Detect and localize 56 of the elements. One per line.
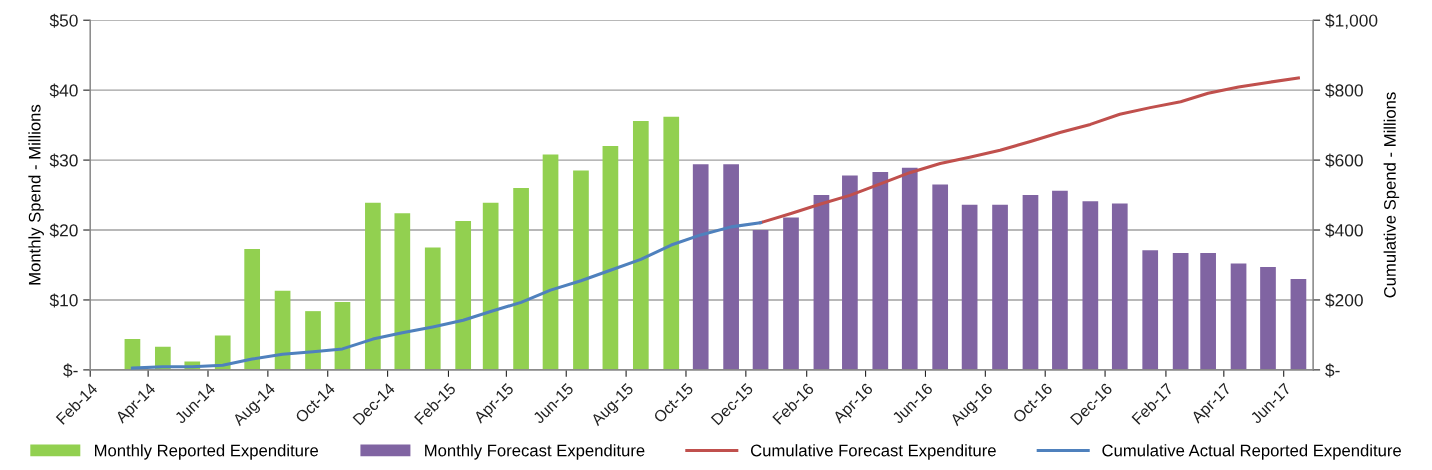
y2-tick-label: $1,000 (1325, 13, 1378, 29)
bar (244, 248, 261, 370)
bar (305, 311, 321, 370)
legend-label: Monthly Forecast Expenditure (425, 444, 645, 460)
y2-tick-label: $200 (1325, 293, 1363, 308)
y2-tick-label: $400 (1325, 223, 1363, 238)
bar (692, 164, 709, 370)
bar (1172, 253, 1189, 370)
bar (783, 217, 799, 370)
bar (663, 116, 680, 370)
bar (1082, 201, 1099, 370)
bar (1142, 250, 1159, 370)
y-axis-title: Monthly Spend - Millions (28, 104, 44, 285)
legend-label: Cumulative Actual Reported Expenditure (1102, 444, 1401, 460)
bar (1022, 195, 1039, 370)
bar (1111, 203, 1128, 370)
y-tick-label: $20 (49, 223, 78, 238)
bar (632, 120, 649, 370)
legend-label: Cumulative Forecast Expenditure (750, 444, 996, 460)
bar (365, 202, 381, 370)
y2-tick-label: $800 (1325, 83, 1363, 98)
bar (723, 164, 739, 370)
bar (482, 202, 499, 370)
bar (573, 170, 589, 370)
bar (542, 154, 559, 370)
bar (872, 171, 889, 370)
bar (513, 188, 529, 370)
bar (1290, 278, 1307, 370)
bar (842, 175, 858, 370)
bar (455, 220, 472, 370)
bar (334, 302, 351, 370)
bar (274, 290, 291, 370)
bar (602, 146, 619, 370)
bar (813, 195, 830, 370)
bar (932, 184, 949, 370)
y2-axis-title: Cumulative Spend - Millions (1383, 92, 1400, 298)
y-tick-label: $- (63, 363, 78, 378)
bar (901, 167, 918, 370)
bar (752, 230, 769, 370)
bar (394, 213, 411, 370)
y2-tick-label: $600 (1325, 153, 1363, 168)
y-tick-label: $40 (49, 83, 78, 98)
bar (1200, 253, 1216, 370)
legend-label: Monthly Reported Expenditure (95, 444, 319, 460)
line-series (130, 221, 763, 370)
y2-tick-label: $- (1325, 363, 1340, 378)
y-tick-label: $10 (49, 293, 78, 308)
bar (424, 247, 441, 370)
y-tick-label: $30 (49, 153, 78, 168)
bar (1052, 190, 1068, 370)
bar (992, 204, 1008, 370)
bar (961, 204, 978, 370)
y-tick-label: $50 (49, 13, 78, 28)
line-series (759, 76, 1300, 225)
bar (1230, 263, 1247, 370)
bar (1260, 267, 1276, 370)
